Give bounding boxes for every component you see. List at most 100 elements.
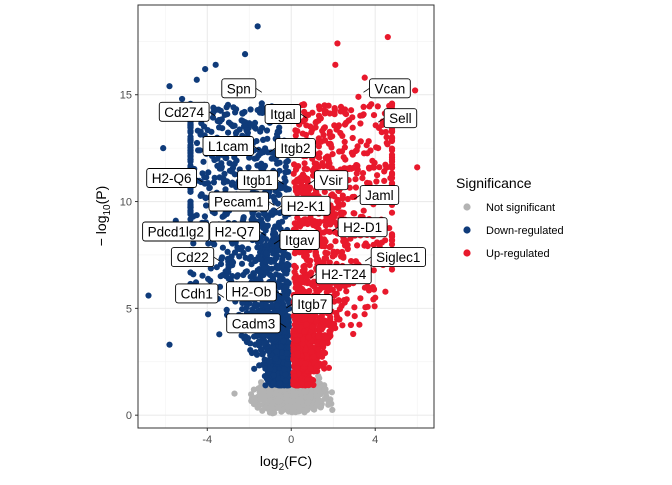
point-down-regulated bbox=[245, 164, 252, 171]
x-tick-label: -4 bbox=[202, 434, 212, 446]
gene-label-box bbox=[170, 247, 215, 268]
gene-label-cadm3: Cadm3 bbox=[226, 313, 281, 334]
point-down-regulated bbox=[236, 246, 243, 253]
point-not-significant bbox=[254, 404, 261, 411]
point-up-regulated bbox=[292, 276, 299, 283]
point-up-regulated bbox=[384, 33, 391, 41]
point-up-regulated bbox=[328, 144, 335, 151]
point-down-regulated bbox=[223, 273, 230, 280]
point-up-regulated bbox=[388, 101, 396, 108]
point-down-regulated bbox=[187, 147, 194, 154]
legend-key-not-significant bbox=[463, 203, 471, 211]
point-up-regulated bbox=[334, 40, 341, 47]
point-up-regulated bbox=[307, 270, 314, 277]
point-up-regulated bbox=[350, 164, 357, 171]
point-up-regulated bbox=[331, 105, 338, 112]
point-up-regulated bbox=[350, 330, 357, 338]
point-up-regulated bbox=[312, 124, 319, 131]
point-up-regulated bbox=[388, 151, 396, 159]
gene-label-text: Itgav bbox=[285, 233, 315, 248]
label-connector bbox=[300, 113, 307, 119]
point-up-regulated bbox=[321, 334, 328, 341]
gene-label-box bbox=[146, 168, 197, 188]
point-down-regulated bbox=[233, 273, 240, 280]
point-down-regulated bbox=[285, 316, 292, 324]
gene-label-itgav: Itgav bbox=[279, 230, 320, 250]
point-down-regulated bbox=[206, 184, 213, 191]
point-not-significant bbox=[265, 392, 273, 399]
point-down-regulated bbox=[219, 254, 226, 261]
point-up-regulated bbox=[370, 241, 377, 248]
point-down-regulated bbox=[270, 380, 277, 387]
point-up-regulated bbox=[381, 177, 388, 184]
gene-label-itgal: Itgal bbox=[264, 104, 302, 124]
point-up-regulated bbox=[336, 306, 343, 313]
gene-label-box bbox=[208, 191, 269, 212]
point-down-regulated bbox=[247, 106, 254, 113]
point-down-regulated bbox=[233, 106, 240, 113]
gene-label-text: Vcan bbox=[375, 81, 406, 96]
gene-label-box bbox=[158, 101, 210, 122]
point-not-significant bbox=[321, 386, 328, 393]
point-down-regulated bbox=[160, 145, 167, 152]
point-up-regulated bbox=[299, 336, 306, 343]
point-up-regulated bbox=[310, 353, 317, 360]
point-not-significant bbox=[328, 389, 335, 396]
point-up-regulated bbox=[375, 145, 382, 152]
point-down-regulated bbox=[252, 349, 259, 356]
point-down-regulated bbox=[278, 343, 285, 350]
point-down-regulated bbox=[252, 301, 259, 309]
point-up-regulated bbox=[327, 243, 334, 250]
point-down-regulated bbox=[257, 128, 264, 135]
point-up-regulated bbox=[291, 373, 298, 380]
label-connector bbox=[331, 226, 339, 232]
point-down-regulated bbox=[270, 372, 277, 379]
point-down-regulated bbox=[249, 210, 256, 217]
gene-label-text: H2-D1 bbox=[343, 220, 382, 235]
point-down-regulated bbox=[222, 186, 229, 193]
y-tick-label: 10 bbox=[120, 197, 132, 209]
point-up-regulated bbox=[339, 195, 346, 202]
point-down-regulated bbox=[205, 311, 212, 318]
label-connector bbox=[309, 273, 317, 279]
point-up-regulated bbox=[371, 303, 378, 310]
gene-label-text: Sell bbox=[389, 111, 412, 126]
point-up-regulated bbox=[352, 148, 359, 155]
point-down-regulated bbox=[264, 215, 271, 222]
point-up-regulated bbox=[357, 138, 364, 145]
point-up-regulated bbox=[319, 340, 326, 347]
point-up-regulated bbox=[315, 117, 322, 124]
point-up-regulated bbox=[314, 153, 321, 160]
point-up-regulated bbox=[348, 107, 355, 114]
point-up-regulated bbox=[303, 187, 310, 194]
point-up-regulated bbox=[359, 170, 367, 177]
point-up-regulated bbox=[354, 242, 361, 249]
point-down-regulated bbox=[270, 194, 277, 201]
point-up-regulated bbox=[373, 178, 380, 185]
point-down-regulated bbox=[275, 264, 282, 271]
point-up-regulated bbox=[364, 283, 371, 290]
point-up-regulated bbox=[303, 321, 310, 328]
point-up-regulated bbox=[323, 255, 330, 262]
gene-label-text: Pecam1 bbox=[214, 195, 264, 210]
point-down-regulated bbox=[284, 361, 291, 368]
point-up-regulated bbox=[340, 154, 347, 161]
point-up-regulated bbox=[314, 286, 321, 294]
point-down-regulated bbox=[225, 129, 232, 136]
gene-label-box bbox=[237, 170, 279, 191]
point-down-regulated bbox=[243, 126, 250, 134]
point-up-regulated bbox=[305, 334, 312, 341]
y-tick-label: 5 bbox=[126, 303, 132, 315]
point-not-significant bbox=[276, 398, 283, 405]
label-connector bbox=[279, 322, 287, 328]
point-down-regulated bbox=[266, 358, 273, 365]
point-up-regulated bbox=[304, 175, 311, 182]
point-down-regulated bbox=[229, 273, 236, 280]
point-not-significant bbox=[306, 393, 313, 400]
point-up-regulated bbox=[307, 257, 314, 264]
point-up-regulated bbox=[294, 382, 301, 389]
point-down-regulated bbox=[263, 236, 270, 243]
point-down-regulated bbox=[276, 380, 283, 387]
label-connector bbox=[285, 303, 293, 309]
gene-label-h2-t24: H2-T24 bbox=[315, 264, 372, 285]
